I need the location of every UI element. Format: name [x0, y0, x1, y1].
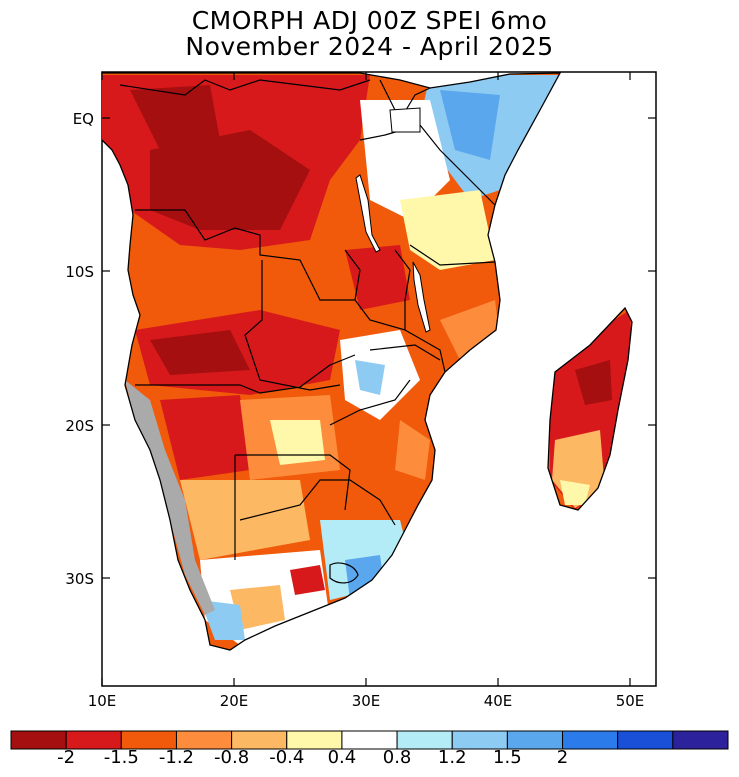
- colorbar-label: 0.8: [382, 747, 412, 768]
- colorbar-swatch: [672, 730, 729, 750]
- colorbar-label: -0.4: [269, 747, 305, 768]
- colorbar-label: -1.2: [158, 747, 195, 768]
- x-tick-40e: 40E: [484, 692, 513, 710]
- y-tick-10s: 10S: [65, 263, 94, 281]
- map-subtitle: November 2024 - April 2025: [185, 32, 554, 61]
- colorbar-label: 0.4: [327, 747, 357, 768]
- country-borders: [119, 79, 496, 584]
- colorbar-label: -1.5: [103, 747, 139, 768]
- lakes: [355, 107, 431, 333]
- y-tick-30s: 30S: [65, 570, 94, 588]
- africa-coastline: [101, 72, 562, 651]
- colorbar-label: -2: [57, 747, 76, 768]
- x-tick-10e: 10E: [88, 692, 117, 710]
- colorbar-label: 1.5: [493, 747, 522, 768]
- colorbar: [10, 730, 729, 750]
- x-tick-30e: 30E: [352, 692, 381, 710]
- x-tick-50e: 50E: [616, 692, 645, 710]
- axis-tick-marks: [101, 72, 656, 686]
- x-tick-20e: 20E: [220, 692, 249, 710]
- madagascar-coastline: [547, 306, 633, 511]
- y-tick-20s: 20S: [65, 417, 94, 435]
- colorbar-label: 1.2: [437, 747, 467, 768]
- y-tick-eq: EQ: [73, 110, 94, 128]
- colorbar-label: -0.8: [214, 747, 250, 768]
- colorbar-label: 2: [556, 747, 569, 768]
- map-title: CMORPH ADJ 00Z SPEI 6mo: [191, 6, 548, 35]
- colorbar-labels: -2 -1.5 -1.2 -0.8 -0.4 0.4 0.8 1.2 1.5 2: [0, 747, 739, 771]
